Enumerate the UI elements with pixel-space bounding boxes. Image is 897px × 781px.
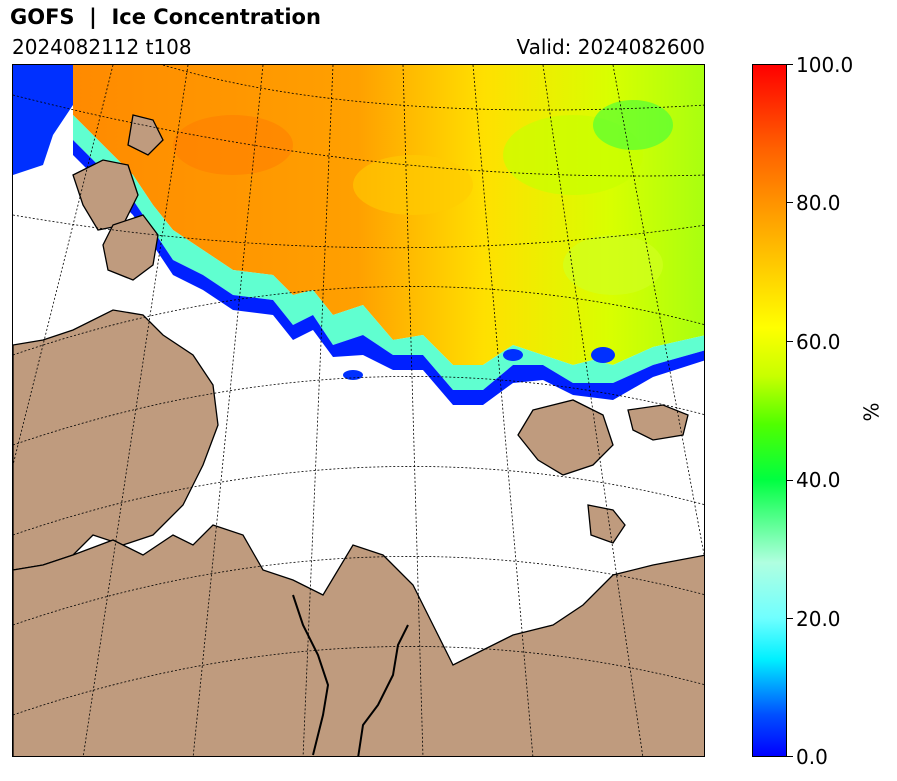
latitude-line (13, 286, 704, 356)
graticule (13, 65, 704, 756)
meridian-line (542, 65, 644, 756)
land (13, 114, 704, 756)
colorbar-tick (787, 480, 793, 481)
colorbar-label: 40.0 (796, 468, 841, 492)
run-time-label: 2024082112 t108 (12, 35, 192, 59)
colorbar-label: 60.0 (796, 330, 841, 354)
svalbard-island (72, 159, 139, 231)
novaya-zemlya-north (517, 399, 614, 476)
island-east (627, 404, 689, 441)
meridian-line (13, 65, 114, 466)
map-title: GOFS | Ice Concentration (10, 5, 321, 29)
river-line (357, 624, 409, 756)
island-north (127, 114, 164, 156)
colorbar-label: 80.0 (796, 191, 841, 215)
latitude-line (13, 646, 704, 716)
colorbar-tick (787, 618, 793, 619)
meridian-line (192, 65, 264, 756)
map-panel (12, 64, 705, 757)
colorbar-tick (787, 756, 793, 757)
colorbar-label: 20.0 (796, 607, 841, 631)
latitude-line (13, 556, 704, 626)
colorbar (752, 64, 787, 757)
ice-edge-mid (73, 115, 704, 390)
russian-mainland (13, 524, 704, 756)
latitude-line (13, 376, 704, 446)
island-south (587, 504, 626, 544)
colorbar-unit-label: % (859, 402, 884, 422)
meridian-line (82, 65, 189, 756)
latitude-line (13, 466, 704, 536)
meridian-line (402, 65, 424, 756)
meridian-line (612, 65, 704, 557)
colorbar-label: 100.0 (796, 53, 854, 77)
colorbar-tick (787, 341, 793, 342)
franz-josef-island (102, 214, 159, 281)
valid-time-label: Valid: 2024082600 (516, 35, 705, 59)
colorbar-tick (787, 64, 793, 65)
colorbar-label: 0.0 (796, 745, 828, 769)
latitude-line (13, 214, 704, 249)
colorbar-tick (787, 202, 793, 203)
ice-west-low (13, 65, 73, 175)
river-line (292, 594, 330, 756)
ice-edge-low (73, 140, 704, 405)
latitude-line (13, 94, 704, 177)
map-canvas (13, 65, 704, 756)
latitude-line (162, 65, 704, 111)
ice-field (13, 65, 704, 405)
